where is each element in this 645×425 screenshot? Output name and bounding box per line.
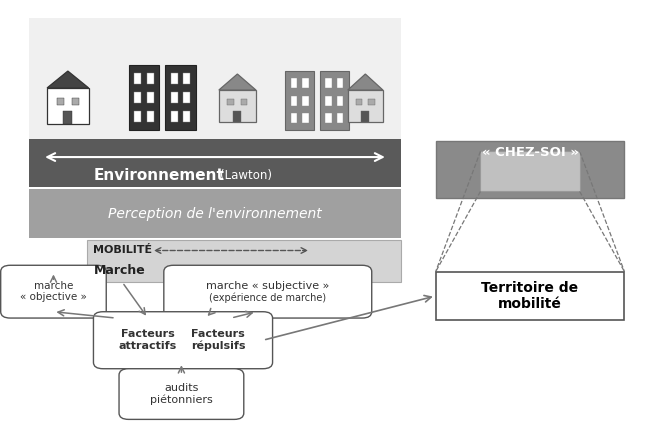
FancyBboxPatch shape: [87, 240, 401, 282]
FancyBboxPatch shape: [436, 272, 624, 320]
FancyBboxPatch shape: [325, 78, 332, 88]
FancyBboxPatch shape: [361, 110, 369, 122]
FancyBboxPatch shape: [219, 90, 256, 122]
FancyBboxPatch shape: [291, 96, 297, 106]
FancyBboxPatch shape: [164, 265, 372, 318]
FancyBboxPatch shape: [57, 98, 64, 105]
FancyBboxPatch shape: [337, 96, 343, 106]
Text: audits
piétonniers: audits piétonniers: [150, 383, 213, 405]
FancyBboxPatch shape: [368, 99, 375, 105]
FancyBboxPatch shape: [30, 139, 401, 187]
FancyBboxPatch shape: [325, 113, 332, 123]
FancyBboxPatch shape: [134, 73, 141, 84]
Polygon shape: [219, 74, 256, 90]
FancyBboxPatch shape: [30, 189, 401, 238]
Text: marche « subjective »: marche « subjective »: [206, 281, 330, 291]
FancyBboxPatch shape: [165, 65, 196, 130]
FancyBboxPatch shape: [119, 369, 244, 419]
Text: Perception de l'environnement: Perception de l'environnement: [108, 207, 322, 221]
FancyBboxPatch shape: [94, 312, 273, 369]
Text: MOBILITÉ: MOBILITÉ: [94, 246, 153, 255]
FancyBboxPatch shape: [228, 99, 234, 105]
FancyBboxPatch shape: [241, 99, 248, 105]
Text: « CHEZ-SOI »: « CHEZ-SOI »: [482, 146, 579, 159]
FancyBboxPatch shape: [47, 88, 88, 124]
Text: Facteurs
attractifs: Facteurs attractifs: [119, 329, 177, 351]
FancyBboxPatch shape: [337, 113, 343, 123]
FancyBboxPatch shape: [291, 113, 297, 123]
FancyBboxPatch shape: [325, 96, 332, 106]
Text: Environnement: Environnement: [94, 167, 224, 182]
Text: (expérience de marche): (expérience de marche): [209, 293, 326, 303]
FancyBboxPatch shape: [72, 98, 79, 105]
FancyBboxPatch shape: [1, 265, 106, 318]
FancyBboxPatch shape: [183, 73, 190, 84]
FancyBboxPatch shape: [436, 141, 624, 198]
FancyBboxPatch shape: [128, 65, 159, 130]
FancyBboxPatch shape: [303, 113, 309, 123]
FancyBboxPatch shape: [285, 71, 314, 130]
Text: Territoire de
mobilité: Territoire de mobilité: [482, 281, 579, 311]
FancyBboxPatch shape: [134, 92, 141, 103]
Text: marche
« objective »: marche « objective »: [20, 281, 87, 303]
FancyBboxPatch shape: [147, 92, 154, 103]
FancyBboxPatch shape: [233, 110, 241, 122]
FancyBboxPatch shape: [171, 111, 177, 122]
FancyBboxPatch shape: [356, 99, 362, 105]
FancyBboxPatch shape: [134, 111, 141, 122]
FancyBboxPatch shape: [337, 78, 343, 88]
Text: Facteurs
répulsifs: Facteurs répulsifs: [191, 329, 246, 351]
FancyBboxPatch shape: [171, 92, 177, 103]
FancyBboxPatch shape: [147, 73, 154, 84]
FancyBboxPatch shape: [303, 96, 309, 106]
Text: (Lawton): (Lawton): [220, 169, 272, 181]
Polygon shape: [348, 74, 383, 90]
FancyBboxPatch shape: [348, 90, 383, 122]
FancyBboxPatch shape: [291, 78, 297, 88]
FancyBboxPatch shape: [183, 92, 190, 103]
Text: Marche: Marche: [94, 264, 145, 277]
FancyBboxPatch shape: [63, 111, 72, 124]
FancyBboxPatch shape: [30, 18, 401, 141]
FancyBboxPatch shape: [183, 111, 190, 122]
FancyBboxPatch shape: [171, 73, 177, 84]
Polygon shape: [47, 71, 88, 88]
FancyBboxPatch shape: [481, 151, 580, 191]
FancyBboxPatch shape: [147, 111, 154, 122]
FancyBboxPatch shape: [320, 71, 349, 130]
FancyBboxPatch shape: [303, 78, 309, 88]
